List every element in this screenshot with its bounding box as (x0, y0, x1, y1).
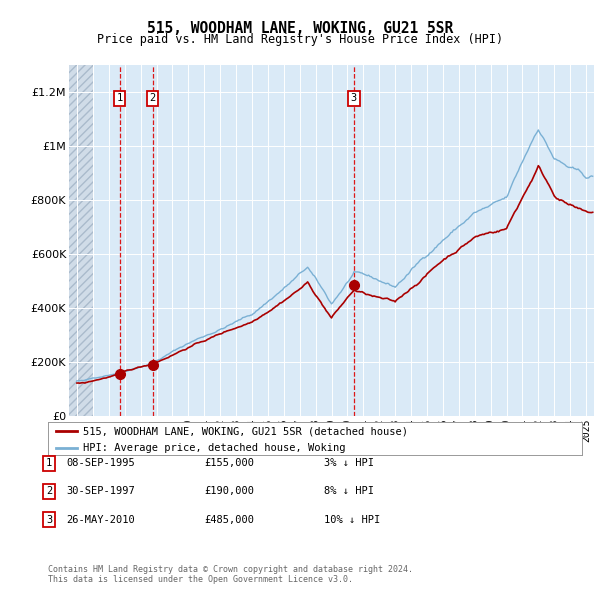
Text: 515, WOODHAM LANE, WOKING, GU21 5SR: 515, WOODHAM LANE, WOKING, GU21 5SR (147, 21, 453, 36)
Text: Price paid vs. HM Land Registry's House Price Index (HPI): Price paid vs. HM Land Registry's House … (97, 33, 503, 46)
Text: 3% ↓ HPI: 3% ↓ HPI (324, 458, 374, 468)
Text: £155,000: £155,000 (204, 458, 254, 468)
Text: £485,000: £485,000 (204, 515, 254, 525)
Text: 3: 3 (46, 515, 52, 525)
Text: 3: 3 (350, 93, 357, 103)
Text: 10% ↓ HPI: 10% ↓ HPI (324, 515, 380, 525)
Text: £190,000: £190,000 (204, 487, 254, 496)
Text: 515, WOODHAM LANE, WOKING, GU21 5SR (detached house): 515, WOODHAM LANE, WOKING, GU21 5SR (det… (83, 426, 408, 436)
Text: 8% ↓ HPI: 8% ↓ HPI (324, 487, 374, 496)
Text: Contains HM Land Registry data © Crown copyright and database right 2024.
This d: Contains HM Land Registry data © Crown c… (48, 565, 413, 584)
Text: 2: 2 (149, 93, 155, 103)
Text: 30-SEP-1997: 30-SEP-1997 (66, 487, 135, 496)
Text: HPI: Average price, detached house, Woking: HPI: Average price, detached house, Woki… (83, 443, 345, 453)
Text: 1: 1 (116, 93, 123, 103)
Text: 1: 1 (46, 458, 52, 468)
Text: 2: 2 (46, 487, 52, 496)
Text: 26-MAY-2010: 26-MAY-2010 (66, 515, 135, 525)
Text: 08-SEP-1995: 08-SEP-1995 (66, 458, 135, 468)
Bar (69, 65, 93, 416)
